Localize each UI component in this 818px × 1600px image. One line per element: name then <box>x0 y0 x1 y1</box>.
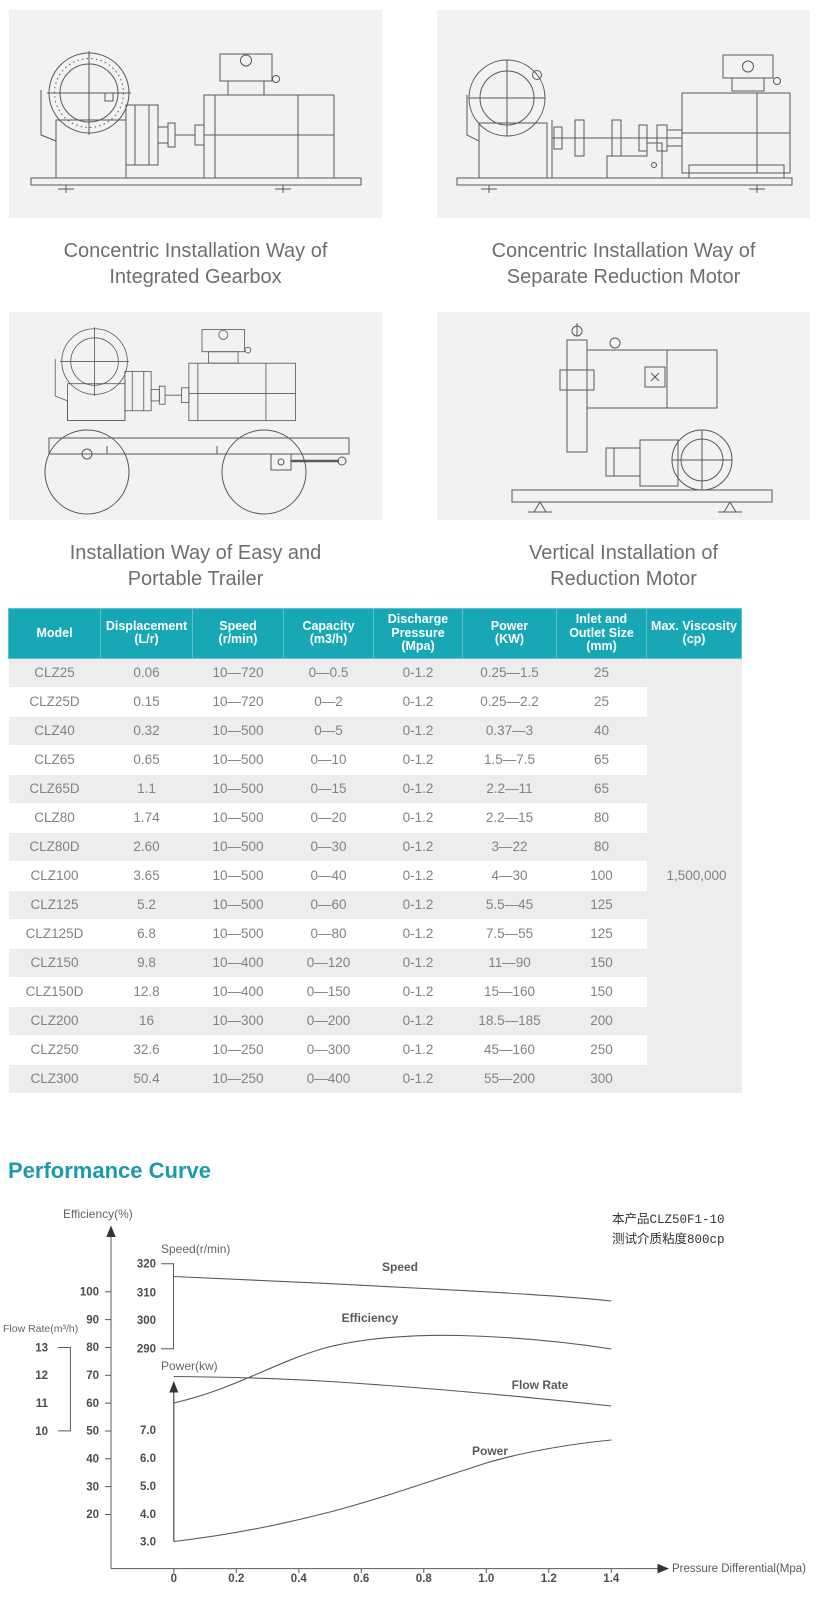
svg-text:7.0: 7.0 <box>140 1425 156 1437</box>
svg-text:13: 13 <box>35 1342 48 1354</box>
svg-text:本产品CLZ50F1-10: 本产品CLZ50F1-10 <box>612 1212 725 1227</box>
svg-text:测试介质粘度800cp: 测试介质粘度800cp <box>612 1231 725 1247</box>
svg-text:20: 20 <box>86 1509 99 1521</box>
svg-text:40: 40 <box>86 1454 99 1466</box>
svg-text:30: 30 <box>86 1481 99 1493</box>
svg-text:0: 0 <box>171 1573 177 1585</box>
svg-text:11: 11 <box>36 1398 49 1410</box>
svg-text:50: 50 <box>86 1426 99 1438</box>
svg-text:Power: Power <box>472 1444 508 1458</box>
svg-text:90: 90 <box>86 1314 99 1326</box>
svg-text:310: 310 <box>137 1287 156 1299</box>
svg-text:1.0: 1.0 <box>478 1573 494 1585</box>
svg-text:60: 60 <box>86 1398 99 1410</box>
svg-text:320: 320 <box>137 1259 156 1271</box>
svg-text:4.0: 4.0 <box>140 1509 156 1521</box>
svg-text:Power(kw): Power(kw) <box>161 1359 218 1373</box>
svg-text:Flow Rate: Flow Rate <box>512 1378 569 1392</box>
svg-text:0.6: 0.6 <box>353 1573 369 1585</box>
svg-text:0.4: 0.4 <box>291 1573 308 1585</box>
svg-text:Speed(r/min): Speed(r/min) <box>161 1242 230 1256</box>
svg-text:6.0: 6.0 <box>140 1453 156 1465</box>
svg-text:80: 80 <box>86 1342 99 1354</box>
svg-text:300: 300 <box>137 1315 156 1327</box>
svg-text:0.8: 0.8 <box>416 1573 433 1585</box>
svg-text:Speed: Speed <box>382 1260 418 1274</box>
svg-text:Efficiency: Efficiency <box>342 1311 399 1325</box>
svg-text:3.0: 3.0 <box>140 1536 156 1548</box>
svg-text:12: 12 <box>35 1370 48 1382</box>
svg-text:1.2: 1.2 <box>541 1573 557 1585</box>
svg-text:Efficiency(%): Efficiency(%) <box>63 1207 133 1221</box>
svg-text:Pressure Differential(Mpa): Pressure Differential(Mpa) <box>672 1563 806 1575</box>
svg-text:10: 10 <box>35 1426 48 1438</box>
svg-text:1.4: 1.4 <box>603 1573 620 1585</box>
svg-text:100: 100 <box>80 1287 99 1299</box>
svg-text:70: 70 <box>86 1370 99 1382</box>
svg-text:290: 290 <box>137 1344 156 1356</box>
svg-text:0.2: 0.2 <box>228 1573 244 1585</box>
svg-text:Flow Rate(m³/h): Flow Rate(m³/h) <box>3 1323 78 1335</box>
svg-text:5.0: 5.0 <box>140 1481 156 1493</box>
